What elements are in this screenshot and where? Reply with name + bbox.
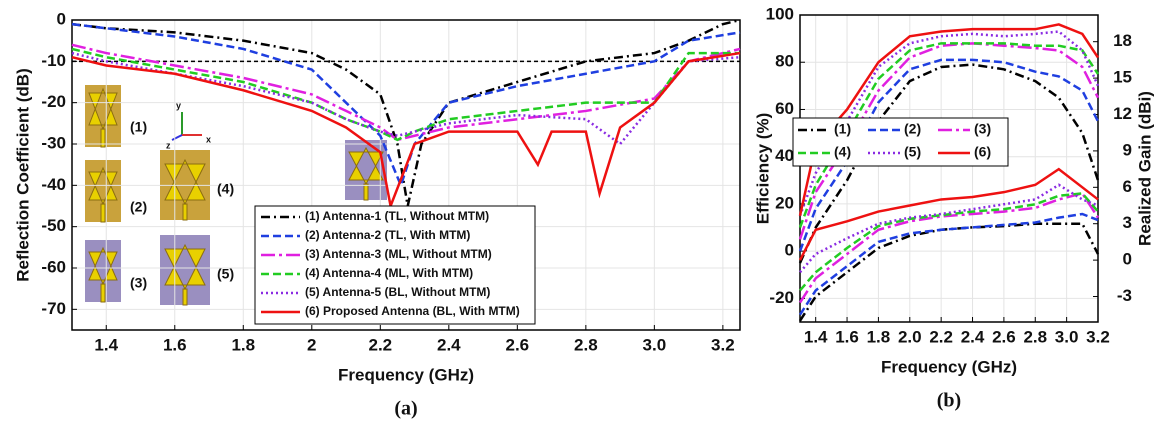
y-axis-title: Efficiency (%) (753, 113, 772, 224)
legend-label: (5) Antenna-5 (BL, Without MTM) (305, 285, 490, 299)
inset-label: (3) (130, 275, 147, 291)
legend-label: (1) Antenna-1 (TL, Without MTM) (305, 209, 489, 223)
series-line (71, 51, 741, 211)
x-tick-label: 2.4 (961, 327, 985, 346)
y-tick-label: 20 (775, 193, 794, 212)
y-tick-label: -20 (769, 288, 794, 307)
inset-label: (5) (217, 266, 234, 282)
legend-label: (6) Proposed Antenna (BL, With MTM) (305, 304, 520, 318)
y-axis-title: Reflection Coefficient (dB) (13, 68, 32, 281)
x-tick-label: 2.2 (929, 327, 953, 346)
x-tick-label: 3.2 (711, 335, 735, 354)
x-tick-label: 2.2 (368, 335, 392, 354)
y-tick-label: 0 (57, 9, 66, 28)
y-tick-label: -30 (41, 133, 66, 152)
x-tick-label: 1.8 (867, 327, 891, 346)
y-tick-label: 40 (775, 146, 794, 165)
x-tick-label: 2.8 (574, 335, 598, 354)
y-tick-label: -60 (41, 257, 66, 276)
series-line (71, 43, 741, 142)
y-tick-label: -40 (41, 175, 66, 194)
x-tick-label: 2.4 (437, 335, 461, 354)
x-tick-label: 3.2 (1086, 327, 1110, 346)
x-tick-label: 3.0 (1055, 327, 1079, 346)
legend: (1) Antenna-1 (TL, Without MTM) (2) Anten… (254, 205, 536, 325)
y2-tick-label: 18 (1113, 31, 1132, 50)
y2-tick-label: 0 (1123, 250, 1132, 269)
plot-frame (799, 14, 1099, 323)
y-tick-label: 0 (785, 241, 794, 260)
efficiency-line (798, 63, 1100, 264)
series-line (71, 47, 740, 142)
legend-label: (6) (974, 144, 991, 160)
y-tick-label: -50 (41, 216, 66, 235)
y-tick-label: 100 (766, 4, 794, 23)
inset-label: (4) (217, 181, 234, 197)
y-tick-label: 60 (775, 99, 794, 118)
gain-line (798, 212, 1099, 316)
y-tick-label: -70 (41, 299, 66, 318)
x-tick-label: 1.6 (163, 335, 187, 354)
y2-tick-label: 3 (1123, 213, 1132, 232)
caption: (b) (937, 390, 961, 412)
inset-label: (2) (130, 199, 147, 215)
y2-tick-label: 9 (1123, 140, 1132, 159)
efficiency-line (798, 23, 1100, 217)
x-axis-title: Frequency (GHz) (338, 365, 474, 384)
legend-box (792, 117, 1009, 167)
series-line (71, 22, 741, 189)
legend-label: (1) (834, 121, 851, 137)
x-tick-label: 3.0 (643, 335, 667, 354)
x-axis-title: Frequency (GHz) (881, 357, 1017, 376)
x-tick-label: 1.8 (231, 335, 255, 354)
y-tick-label: -10 (41, 51, 66, 70)
inset-label: (1) (130, 119, 147, 135)
antenna-patch (88, 166, 118, 223)
x-tick-label: 2.6 (506, 335, 530, 354)
legend-label: (2) Antenna-2 (TL, With MTM) (305, 228, 470, 242)
y2-tick-label: 6 (1123, 177, 1132, 196)
x-tick-label: 2.6 (992, 327, 1016, 346)
x-tick-label: 1.6 (835, 327, 859, 346)
caption: (a) (394, 398, 417, 420)
y2-tick-label: -3 (1117, 286, 1132, 305)
legend-label: (2) (904, 121, 921, 137)
legend-label: (3) Antenna-3 (ML, Without MTM) (305, 247, 492, 261)
x-tick-label: 1.4 (804, 327, 828, 346)
axis-icon-label: x (206, 134, 211, 144)
axis-icon-label: z (166, 140, 171, 150)
x-tick-label: 2.0 (898, 327, 922, 346)
gain-line (799, 192, 1099, 292)
axis-icon (171, 112, 202, 141)
y2-tick-label: 15 (1113, 68, 1132, 87)
axis-icon-label: y (176, 100, 181, 110)
efficiency-line (798, 42, 1100, 228)
legend-box (254, 205, 536, 325)
gain-line (798, 222, 1100, 322)
legend-label: (4) Antenna-4 (ML, With MTM) (305, 266, 473, 280)
legend-label: (3) (974, 121, 991, 137)
series-line (71, 51, 741, 146)
antenna-patch (348, 146, 384, 201)
gain-line (798, 191, 1100, 304)
y2-tick-label: 12 (1113, 104, 1132, 123)
gain-line (798, 167, 1099, 261)
y-tick-label: -20 (41, 92, 66, 111)
legend-label: (4) (834, 144, 851, 160)
x-tick-label: 2 (307, 335, 316, 354)
x-tick-label: 1.4 (94, 335, 118, 354)
y-tick-label: 80 (775, 52, 794, 71)
plot-frame (71, 19, 741, 331)
x-tick-label: 2.8 (1023, 327, 1047, 346)
legend-label: (5) (904, 144, 921, 160)
antenna-patch (88, 87, 118, 148)
legend: (1) (2) (3) (4) (5) (6) (792, 117, 1009, 167)
y2-axis-title: Realized Gain (dBi) (1135, 91, 1154, 246)
